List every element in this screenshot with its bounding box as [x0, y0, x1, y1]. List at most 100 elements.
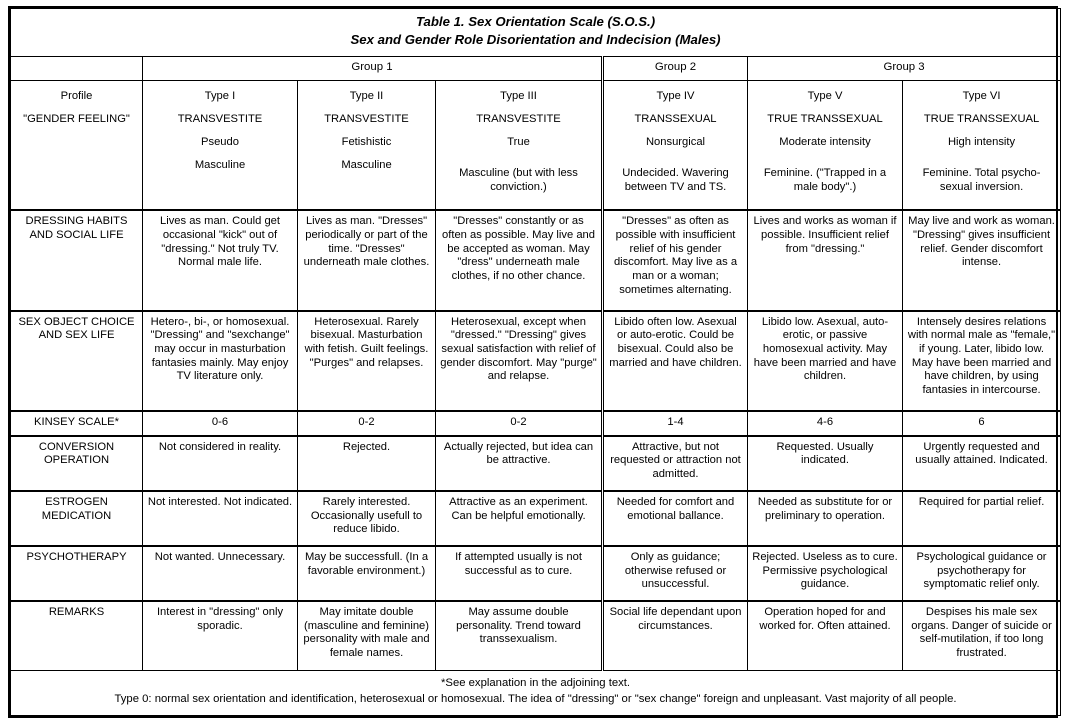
- cell-sex-object-choice-type-4: Libido often low. Asexual or auto-erotic…: [601, 309, 748, 412]
- profile-label-line-2: "GENDER FEELING": [23, 113, 130, 126]
- cell-kinsey-scale-type-3: 0-2: [435, 409, 603, 437]
- profile-cell-type-2: Type II TRANSVESTITE Fetishistic Masculi…: [297, 80, 436, 211]
- cell-psychotherapy-type-6: Psychological guidance or psychotherapy …: [901, 544, 1062, 602]
- cell-remarks-type-1: Interest in "dressing" only sporadic.: [142, 599, 298, 672]
- profile-type-6-qualifier: High intensity: [947, 136, 1016, 149]
- table-row-dressing-habits: DRESSING HABITS AND SOCIAL LIFE Lives as…: [10, 209, 1062, 312]
- group-header-row: Group 1 Group 2 Group 3: [10, 56, 1062, 82]
- table-sheet: Table 1. Sex Orientation Scale (S.O.S.) …: [8, 6, 1062, 718]
- profile-cell-type-5: Type V TRUE TRANSSEXUAL Moderate intensi…: [747, 80, 903, 211]
- cell-estrogen-medication-type-4: Needed for comfort and emotional ballanc…: [601, 489, 748, 547]
- profile-type-2-description: Masculine: [341, 159, 392, 172]
- title-line-2: Sex and Gender Role Disorientation and I…: [350, 31, 721, 47]
- cell-remarks-type-6: Despises his male sex organs. Danger of …: [901, 599, 1062, 672]
- profile-type-3-qualifier: True: [507, 136, 530, 149]
- title-row: Table 1. Sex Orientation Scale (S.O.S.) …: [9, 7, 1062, 58]
- table-row-sex-object-choice: SEX OBJECT CHOICE AND SEX LIFE Hetero-, …: [10, 309, 1062, 412]
- profile-type-3-type: Type III: [500, 90, 537, 103]
- cell-dressing-habits-type-3: "Dresses" constantly or as often as poss…: [435, 209, 603, 312]
- row-label-kinsey-scale: KINSEY SCALE*: [10, 409, 143, 437]
- sos-table: Table 1. Sex Orientation Scale (S.O.S.) …: [9, 7, 1062, 716]
- footnotes: *See explanation in the adjoining text. …: [9, 670, 1062, 716]
- cell-estrogen-medication-type-5: Needed as substitute for or preliminary …: [747, 489, 903, 547]
- cell-estrogen-medication-type-1: Not interested. Not indicated.: [142, 489, 298, 547]
- cell-dressing-habits-type-4: "Dresses" as often as possible with insu…: [601, 209, 748, 312]
- cell-conversion-operation-type-1: Not considered in reality.: [142, 434, 298, 492]
- cell-sex-object-choice-type-5: Libido low. Asexual, auto-erotic, or pas…: [747, 309, 903, 412]
- profile-type-4-category: TRANSSEXUAL: [634, 113, 717, 126]
- cell-kinsey-scale-type-1: 0-6: [142, 409, 298, 437]
- profile-type-6-description: Feminine. Total psycho-sexual inversion.: [922, 167, 1041, 193]
- profile-type-2-qualifier: Fetishistic: [341, 136, 392, 149]
- profile-type-5-type: Type V: [807, 90, 843, 103]
- table-row-estrogen-medication: ESTROGEN MEDICATION Not interested. Not …: [10, 489, 1062, 547]
- table-title: Table 1. Sex Orientation Scale (S.O.S.) …: [9, 7, 1062, 58]
- group-header-group-3: Group 3: [746, 56, 1062, 82]
- profile-type-5-category: TRUE TRANSSEXUAL: [767, 113, 883, 126]
- cell-sex-object-choice-type-1: Hetero-, bi-, or homosexual. "Dressing" …: [142, 309, 298, 412]
- cell-sex-object-choice-type-2: Heterosexual. Rarely bisexual. Masturbat…: [297, 309, 436, 412]
- footnote-line-1: *See explanation in the adjoining text.: [441, 677, 631, 690]
- cell-estrogen-medication-type-6: Required for partial relief.: [901, 489, 1062, 547]
- cell-psychotherapy-type-4: Only as guidance; otherwise refused or u…: [601, 544, 748, 602]
- cell-estrogen-medication-type-2: Rarely interested. Occasionally usefull …: [297, 489, 436, 547]
- cell-sex-object-choice-type-6: Intensely desires relations with normal …: [901, 309, 1062, 412]
- row-label-estrogen-medication: ESTROGEN MEDICATION: [10, 489, 143, 547]
- group-header-group-2: Group 2: [601, 56, 748, 82]
- cell-psychotherapy-type-1: Not wanted. Unnecessary.: [142, 544, 298, 602]
- row-label-psychotherapy: PSYCHOTHERAPY: [10, 544, 143, 602]
- profile-type-1-category: TRANSVESTITE: [177, 113, 263, 126]
- profile-type-5-qualifier: Moderate intensity: [779, 136, 871, 149]
- profile-type-1-qualifier: Pseudo: [201, 136, 239, 149]
- footnote-line-2: Type 0: normal sex orientation and ident…: [114, 693, 957, 706]
- profile-type-2-category: TRANSVESTITE: [324, 113, 409, 126]
- cell-conversion-operation-type-2: Rejected.: [297, 434, 436, 492]
- profile-type-1-description: Masculine: [194, 159, 246, 172]
- table-row-psychotherapy: PSYCHOTHERAPY Not wanted. Unnecessary. M…: [10, 544, 1062, 602]
- profile-cell-type-6: Type VI TRUE TRANSSEXUAL High intensity …: [901, 80, 1062, 211]
- group-header-spacer: [10, 56, 143, 82]
- cell-kinsey-scale-type-5: 4-6: [747, 409, 903, 437]
- table-row-conversion-operation: CONVERSION OPERATION Not considered in r…: [10, 434, 1062, 492]
- cell-remarks-type-2: May imitate double (masculine and femini…: [297, 599, 436, 672]
- profile-type-6-type: Type VI: [962, 90, 1001, 103]
- row-label-sex-object-choice: SEX OBJECT CHOICE AND SEX LIFE: [10, 309, 143, 412]
- row-label-conversion-operation: CONVERSION OPERATION: [10, 434, 143, 492]
- cell-conversion-operation-type-5: Requested. Usually indicated.: [747, 434, 903, 492]
- cell-psychotherapy-type-3: If attempted usually is not successful a…: [435, 544, 603, 602]
- cell-dressing-habits-type-5: Lives and works as woman if possible. In…: [747, 209, 903, 312]
- profile-row-label: Profile "GENDER FEELING": [10, 80, 143, 211]
- profile-type-6-category: TRUE TRANSSEXUAL: [923, 113, 1040, 126]
- cell-dressing-habits-type-1: Lives as man. Could get occasional "kick…: [142, 209, 298, 312]
- profile-type-2-type: Type II: [349, 90, 384, 103]
- cell-psychotherapy-type-2: May be successfull. (In a favorable envi…: [297, 544, 436, 602]
- row-label-remarks: REMARKS: [10, 599, 143, 672]
- profile-type-5-description: Feminine. ("Trapped in a male body".): [763, 167, 887, 193]
- profile-cell-type-1: Type I TRANSVESTITE Pseudo Masculine: [142, 80, 298, 211]
- footnotes-row: *See explanation in the adjoining text. …: [9, 670, 1062, 716]
- profile-row: Profile "GENDER FEELING" Type I TRANSVES…: [10, 80, 1062, 211]
- table-row-remarks: REMARKS Interest in "dressing" only spor…: [10, 599, 1062, 672]
- profile-type-3-category: TRANSVESTITE: [476, 113, 561, 126]
- group-header-group-1: Group 1: [142, 56, 603, 82]
- cell-kinsey-scale-type-6: 6: [901, 409, 1062, 437]
- cell-dressing-habits-type-2: Lives as man. "Dresses" periodically or …: [297, 209, 436, 312]
- profile-cell-type-4: Type IV TRANSSEXUAL Nonsurgical Undecide…: [601, 80, 748, 211]
- cell-conversion-operation-type-3: Actually rejected, but idea can be attra…: [435, 434, 603, 492]
- cell-sex-object-choice-type-3: Heterosexual, except when "dressed." "Dr…: [435, 309, 603, 412]
- profile-type-4-description: Undecided. Wavering between TV and TS.: [622, 167, 729, 193]
- profile-type-1-type: Type I: [204, 90, 236, 103]
- profile-type-3-description: Masculine (but with less conviction.): [459, 167, 578, 193]
- table-row-kinsey-scale: KINSEY SCALE* 0-6 0-2 0-2 1-4 4-6 6: [10, 409, 1062, 437]
- cell-kinsey-scale-type-2: 0-2: [297, 409, 436, 437]
- cell-estrogen-medication-type-3: Attractive as an experiment. Can be help…: [435, 489, 603, 547]
- profile-label-line-1: Profile: [60, 90, 93, 103]
- cell-conversion-operation-type-4: Attractive, but not requested or attract…: [601, 434, 748, 492]
- title-line-1: Table 1. Sex Orientation Scale (S.O.S.): [415, 14, 656, 29]
- cell-remarks-type-5: Operation hoped for and worked for. Ofte…: [747, 599, 903, 672]
- profile-type-4-type: Type IV: [656, 90, 695, 103]
- row-label-dressing-habits: DRESSING HABITS AND SOCIAL LIFE: [10, 209, 143, 312]
- cell-remarks-type-3: May assume double personality. Trend tow…: [435, 599, 603, 672]
- cell-psychotherapy-type-5: Rejected. Useless as to cure. Permissive…: [747, 544, 903, 602]
- cell-conversion-operation-type-6: Urgently requested and usually attained.…: [901, 434, 1062, 492]
